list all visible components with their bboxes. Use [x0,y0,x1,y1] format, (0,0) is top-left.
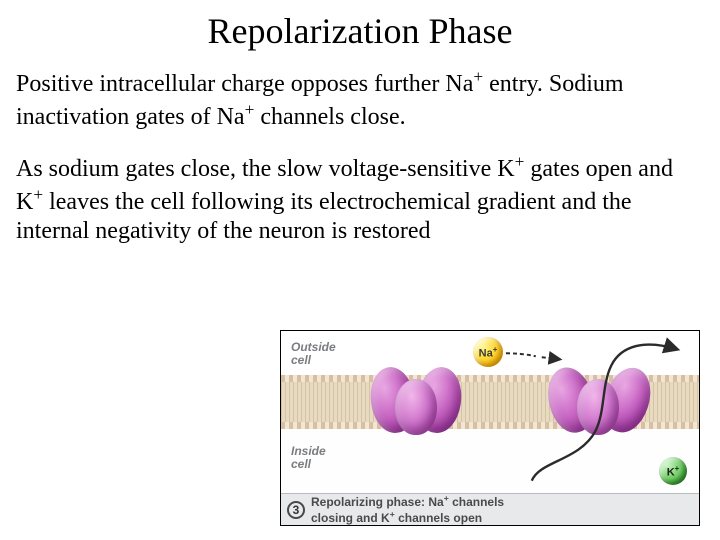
potassium-ion: K+ [659,457,687,485]
membrane-diagram: Outsidecell Insidecell Na+ K+ 3 Repolari… [280,330,700,526]
paragraph-1: Positive intracellular charge opposes fu… [0,66,720,133]
caption-line-2: closing and K+ channels open [311,510,504,525]
channel-lobe [395,379,437,435]
diagram-caption: 3 Repolarizing phase: Na+ channels closi… [281,493,699,525]
paragraph-2: As sodium gates close, the slow voltage-… [0,151,720,247]
channel-lobe [577,379,619,435]
caption-line-1: Repolarizing phase: Na+ channels [311,494,504,509]
caption-step-number: 3 [287,501,305,519]
potassium-channel [553,365,643,437]
inside-cell-label: Insidecell [291,445,326,470]
inside-cell-region [281,429,699,495]
sodium-ion: Na+ [473,337,503,367]
potassium-ion-label: K+ [667,464,680,479]
sodium-channel [371,365,461,437]
sodium-ion-label: Na+ [479,345,498,360]
outside-cell-label: Outsidecell [291,341,336,366]
slide-title: Repolarization Phase [0,0,720,66]
